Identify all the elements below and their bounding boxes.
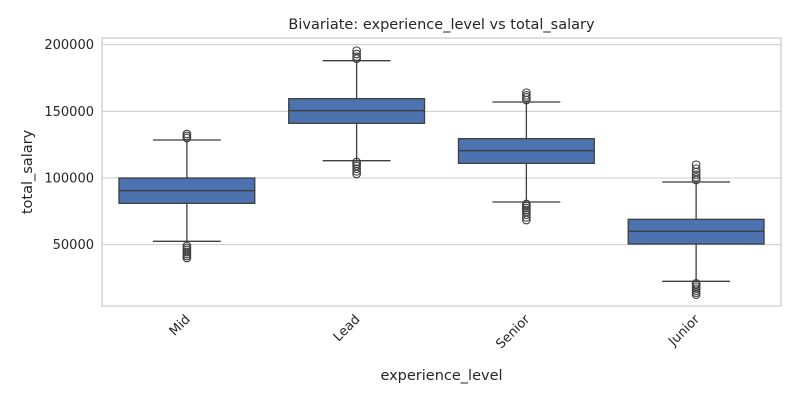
x-tick-label: Lead bbox=[331, 312, 364, 345]
outlier-point bbox=[691, 160, 701, 170]
outlier-point bbox=[182, 129, 192, 139]
y-tick-label: 100000 bbox=[44, 172, 94, 187]
box-mid bbox=[118, 129, 256, 263]
outlier-point bbox=[522, 90, 531, 100]
y-tick-label: 150000 bbox=[44, 105, 94, 120]
boxes bbox=[118, 46, 765, 300]
y-tick-label: 200000 bbox=[44, 38, 94, 53]
outlier-point bbox=[522, 88, 531, 98]
chart-title: Bivariate: experience_level vs total_sal… bbox=[288, 17, 595, 33]
outlier-point bbox=[691, 170, 701, 180]
outlier-point bbox=[522, 199, 531, 209]
y-tick-label: 50000 bbox=[53, 238, 94, 253]
outlier-point bbox=[352, 157, 361, 167]
gridlines bbox=[102, 44, 781, 246]
outlier-point bbox=[182, 241, 192, 251]
outlier-point bbox=[691, 164, 701, 174]
box-lead bbox=[288, 46, 426, 179]
outlier-point bbox=[691, 172, 701, 182]
y-axis-label: total_salary bbox=[20, 129, 36, 214]
x-axis-label: experience_level bbox=[380, 368, 502, 384]
outlier-point bbox=[352, 46, 361, 56]
plot-frame bbox=[101, 37, 782, 307]
outlier-point bbox=[691, 278, 701, 288]
x-tick-label: Junior bbox=[665, 312, 703, 350]
outlier-point bbox=[352, 52, 361, 62]
x-tick-label: Senior bbox=[493, 312, 533, 352]
box-junior bbox=[627, 160, 765, 300]
box-senior bbox=[457, 88, 595, 225]
outlier-point bbox=[522, 210, 531, 220]
outlier-point bbox=[352, 164, 361, 174]
x-tick-label: Mid bbox=[167, 312, 194, 339]
outlier-point bbox=[352, 49, 361, 59]
